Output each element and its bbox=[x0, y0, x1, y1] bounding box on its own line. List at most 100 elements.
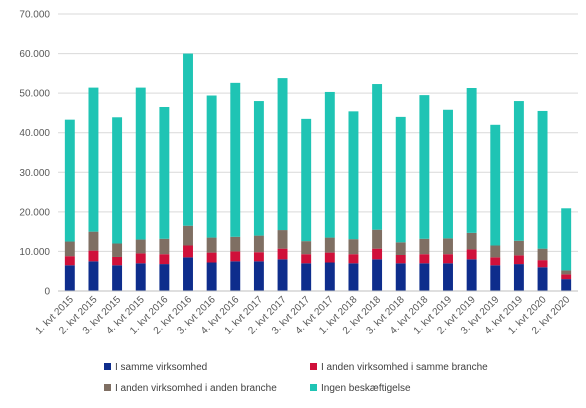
bar-segment-4 bbox=[443, 109, 453, 239]
bar-segment-4 bbox=[253, 101, 264, 236]
bar-segment-1 bbox=[230, 261, 241, 291]
bar-segment-2 bbox=[159, 254, 170, 265]
bar-segment-3 bbox=[301, 241, 312, 255]
bar-segment-4 bbox=[183, 53, 193, 226]
bar-segment-2 bbox=[277, 248, 288, 260]
bar-segment-1 bbox=[466, 259, 477, 291]
bar-segment-4 bbox=[206, 95, 217, 238]
bar-segment-4 bbox=[466, 87, 477, 233]
bar-segment-4 bbox=[230, 82, 241, 237]
bar-segment-4 bbox=[112, 117, 123, 244]
bar-segment-2 bbox=[135, 253, 146, 264]
bar-segment-3 bbox=[513, 240, 524, 256]
bar-segment-2 bbox=[183, 245, 193, 258]
bar-segment-4 bbox=[561, 208, 572, 271]
legend-label-1: I samme virksomhed bbox=[115, 362, 207, 373]
bar-segment-3 bbox=[64, 241, 75, 257]
bar-segment-1 bbox=[324, 262, 335, 291]
bar-segment-3 bbox=[561, 270, 572, 275]
bar-segment-1 bbox=[561, 279, 572, 291]
bar-segment-1 bbox=[443, 263, 453, 291]
bar-segment-2 bbox=[253, 252, 264, 262]
bar-segment-3 bbox=[372, 229, 383, 249]
bar-segment-4 bbox=[88, 87, 99, 232]
bar-segment-2 bbox=[64, 256, 75, 266]
bar-segment-3 bbox=[183, 225, 193, 246]
bar-segment-3 bbox=[348, 239, 359, 255]
bar-segment-4 bbox=[348, 111, 359, 240]
y-tick-label: 0 bbox=[44, 287, 50, 298]
bar-segment-3 bbox=[324, 237, 335, 253]
bar-segment-3 bbox=[443, 238, 453, 255]
bar-segment-2 bbox=[419, 254, 430, 264]
bar-segment-3 bbox=[466, 232, 477, 250]
bar-segment-3 bbox=[277, 230, 288, 249]
bar-segment-3 bbox=[88, 231, 99, 251]
legend-swatch-4 bbox=[310, 384, 317, 391]
bar-segment-2 bbox=[324, 252, 335, 263]
y-tick-label: 20.000 bbox=[19, 207, 50, 218]
bars bbox=[64, 53, 572, 291]
bar-segment-1 bbox=[159, 264, 170, 291]
y-tick-label: 30.000 bbox=[19, 168, 50, 179]
bar-segment-3 bbox=[112, 243, 123, 257]
bar-segment-1 bbox=[206, 262, 217, 291]
bar-segment-4 bbox=[395, 116, 406, 243]
bar-segment-4 bbox=[277, 78, 288, 231]
bar-segment-1 bbox=[135, 263, 146, 291]
y-tick-label: 50.000 bbox=[19, 89, 50, 100]
legend-label-2: I anden virksomhed i samme branche bbox=[321, 362, 488, 373]
bar-segment-1 bbox=[253, 261, 264, 291]
bar-segment-4 bbox=[537, 110, 548, 249]
bar-segment-4 bbox=[324, 91, 335, 238]
bar-segment-1 bbox=[112, 265, 123, 291]
bar-segment-3 bbox=[159, 238, 170, 255]
bar-segment-1 bbox=[348, 263, 359, 291]
bar-segment-1 bbox=[513, 264, 524, 291]
bar-segment-3 bbox=[253, 235, 264, 253]
bar-segment-2 bbox=[112, 256, 123, 266]
bar-segment-4 bbox=[135, 87, 146, 240]
bar-segment-2 bbox=[513, 255, 524, 265]
bar-segment-1 bbox=[490, 265, 501, 291]
bar-segment-3 bbox=[490, 245, 501, 258]
bar-segment-1 bbox=[537, 267, 548, 291]
bar-segment-2 bbox=[230, 251, 241, 262]
legend-label-4: Ingen beskæftigelse bbox=[321, 383, 411, 394]
bar-segment-2 bbox=[348, 254, 359, 264]
bar-segment-1 bbox=[301, 263, 312, 291]
y-tick-label: 10.000 bbox=[19, 247, 50, 258]
bar-segment-1 bbox=[372, 259, 383, 291]
bar-segment-1 bbox=[419, 263, 430, 291]
bar-segment-1 bbox=[395, 263, 406, 291]
bar-segment-1 bbox=[88, 261, 99, 291]
legend-swatch-1 bbox=[104, 363, 111, 370]
bar-segment-3 bbox=[537, 248, 548, 261]
bar-segment-2 bbox=[301, 254, 312, 264]
bar-segment-3 bbox=[419, 238, 430, 255]
bar-segment-2 bbox=[443, 254, 453, 264]
bar-segment-4 bbox=[301, 118, 312, 242]
bar-segment-3 bbox=[230, 236, 241, 252]
bar-segment-1 bbox=[277, 259, 288, 291]
y-tick-label: 70.000 bbox=[19, 10, 50, 21]
legend-swatch-2 bbox=[310, 363, 317, 370]
bar-segment-4 bbox=[159, 106, 170, 239]
bar-segment-4 bbox=[372, 84, 383, 230]
bar-segment-4 bbox=[64, 119, 75, 242]
legend-label-3: I anden virksomhed i anden branche bbox=[115, 383, 277, 394]
y-tick-label: 60.000 bbox=[19, 49, 50, 60]
bar-segment-1 bbox=[183, 257, 193, 291]
bar-segment-2 bbox=[206, 252, 217, 263]
bar-segment-2 bbox=[372, 248, 383, 260]
bar-segment-2 bbox=[88, 250, 99, 262]
bar-segment-3 bbox=[206, 237, 217, 253]
bar-segment-3 bbox=[135, 239, 146, 254]
y-tick-label: 40.000 bbox=[19, 128, 50, 139]
bar-segment-2 bbox=[466, 249, 477, 260]
bar-segment-3 bbox=[395, 242, 406, 255]
bar-segment-2 bbox=[537, 260, 548, 268]
